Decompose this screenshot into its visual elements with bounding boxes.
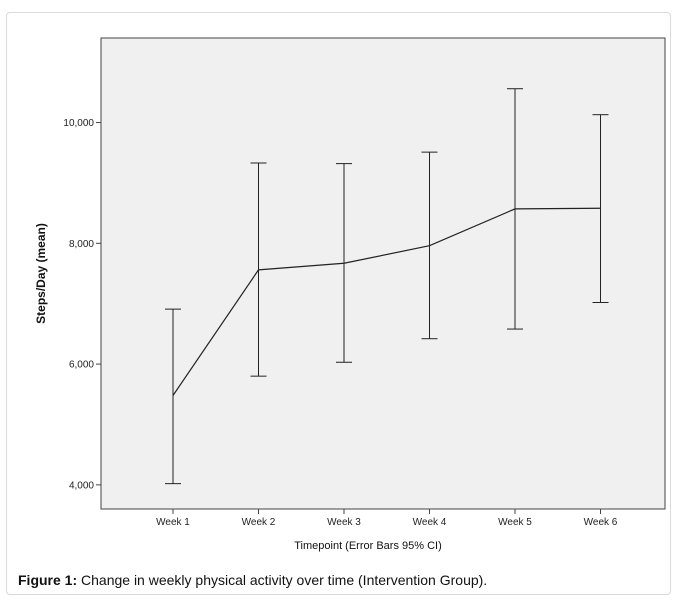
plot-area xyxy=(100,37,666,510)
y-tick-label: 4,000 xyxy=(69,480,94,491)
x-axis-ticks: Week 1 Week 2 Week 3 Week 4 Week 5 Week 6 xyxy=(156,509,618,528)
y-tick-label: 10,000 xyxy=(63,118,94,129)
x-tick-label: Week 6 xyxy=(584,517,618,528)
y-axis-ticks: 4,000 6,000 8,000 10,000 xyxy=(63,118,101,491)
figure-caption: Figure 1: Change in weekly physical acti… xyxy=(18,572,487,588)
x-tick-label: Week 1 xyxy=(156,517,190,528)
x-tick-label: Week 2 xyxy=(242,517,276,528)
y-tick-label: 6,000 xyxy=(69,360,94,371)
y-tick-label: 8,000 xyxy=(69,239,94,250)
x-tick-label: Week 4 xyxy=(413,517,447,528)
x-tick-label: Week 5 xyxy=(498,517,532,528)
series-line xyxy=(172,207,601,396)
x-axis-title: Timepoint (Error Bars 95% CI) xyxy=(294,540,442,552)
x-tick-label: Week 3 xyxy=(327,517,361,528)
figure-caption-label: Figure 1: xyxy=(18,572,78,588)
y-axis-title: Steps/Day (mean) xyxy=(34,223,48,324)
figure-caption-text: Change in weekly physical activity over … xyxy=(77,572,488,588)
